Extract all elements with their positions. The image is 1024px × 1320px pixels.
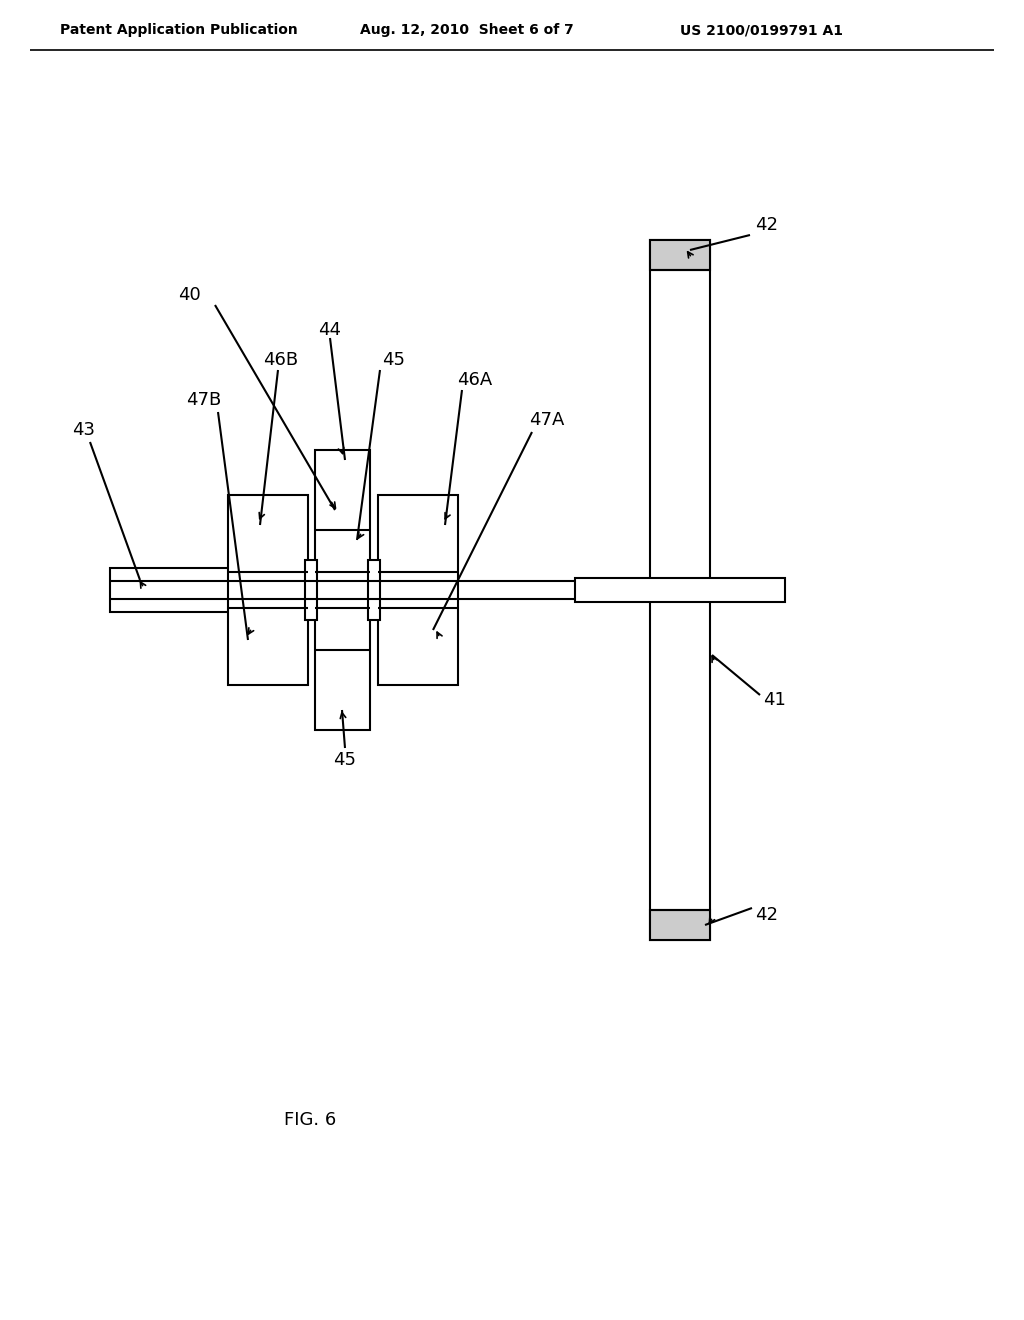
- Text: FIG. 6: FIG. 6: [284, 1111, 336, 1129]
- Text: Aug. 12, 2010  Sheet 6 of 7: Aug. 12, 2010 Sheet 6 of 7: [360, 22, 573, 37]
- Text: 42: 42: [755, 906, 778, 924]
- Bar: [378, 495, 458, 685]
- Bar: [368, 560, 380, 620]
- Bar: [650, 240, 710, 940]
- Text: 47A: 47A: [529, 411, 564, 429]
- Bar: [110, 568, 230, 612]
- Text: 45: 45: [334, 751, 356, 770]
- Text: 40: 40: [178, 286, 201, 304]
- Text: 45: 45: [382, 351, 406, 370]
- Text: 41: 41: [763, 690, 785, 709]
- Bar: [650, 909, 710, 940]
- Bar: [228, 495, 308, 685]
- Bar: [315, 450, 370, 730]
- Bar: [650, 240, 710, 271]
- Text: 46B: 46B: [263, 351, 298, 370]
- Text: 44: 44: [318, 321, 341, 339]
- Text: 42: 42: [755, 216, 778, 234]
- Text: 43: 43: [72, 421, 95, 440]
- Bar: [575, 578, 785, 602]
- Text: US 2100/0199791 A1: US 2100/0199791 A1: [680, 22, 843, 37]
- Text: Patent Application Publication: Patent Application Publication: [60, 22, 298, 37]
- Text: 47B: 47B: [186, 391, 221, 409]
- Bar: [305, 560, 317, 620]
- Text: 46A: 46A: [457, 371, 493, 389]
